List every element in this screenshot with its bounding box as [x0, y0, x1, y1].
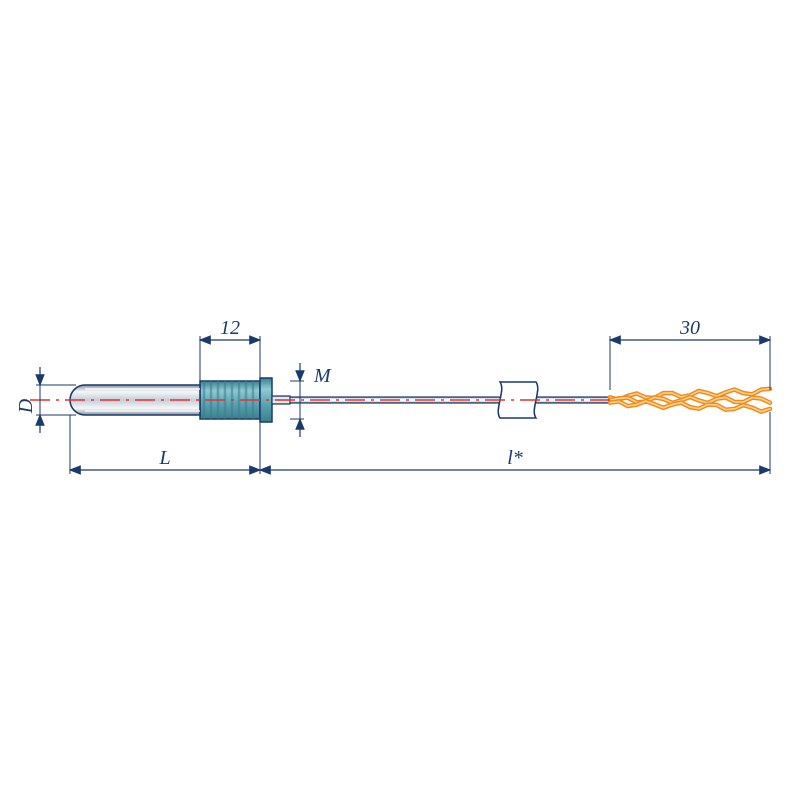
dim-label-cable: l* [507, 447, 523, 469]
dim-label-L: L [158, 447, 170, 469]
technical-drawing: D Ll* 12 M 30 [0, 0, 800, 800]
dim-label-thread_len: 12 [220, 317, 240, 339]
dim-label-wire_expose: 30 [679, 317, 700, 339]
dim-label-M: M [313, 365, 332, 387]
dim-label-D: D [15, 398, 37, 414]
